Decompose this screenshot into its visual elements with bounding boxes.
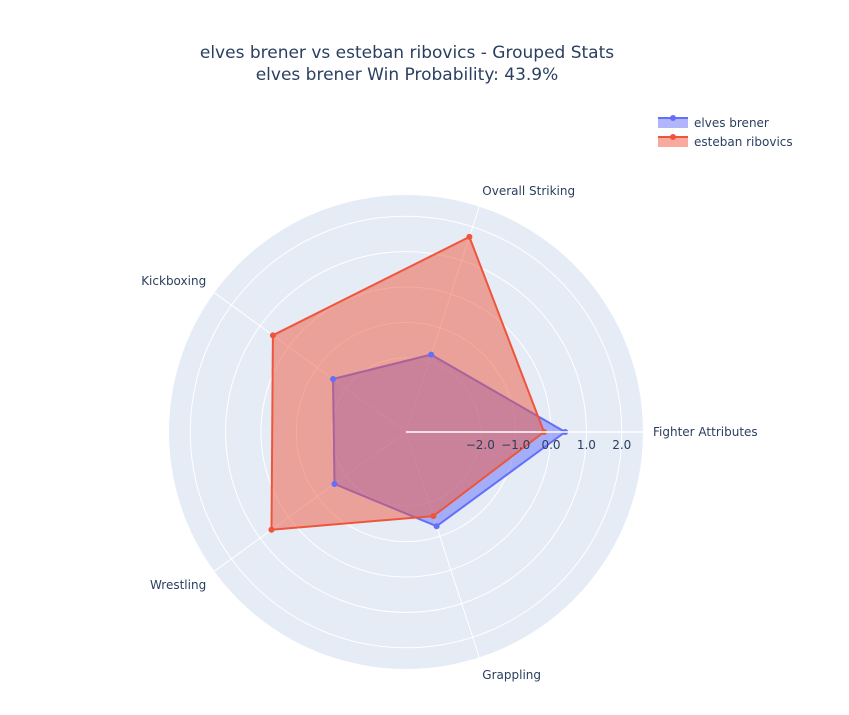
data-point[interactable] [268, 526, 275, 533]
data-point[interactable] [430, 513, 437, 520]
data-point[interactable] [466, 233, 473, 240]
legend-label: elves brener [694, 116, 769, 130]
category-labels: Fighter Attributes Overall Striking Kickbo… [141, 184, 757, 682]
series-layer [268, 233, 569, 533]
legend-marker [670, 134, 676, 140]
legend-swatch [658, 118, 688, 128]
data-point[interactable] [269, 332, 276, 339]
legend[interactable]: elves brener esteban ribovics [658, 115, 793, 149]
legend-marker [670, 115, 676, 121]
radial-tick-label: −1.0 [501, 438, 530, 452]
radial-tick-label: 2.0 [612, 438, 631, 452]
chart-title: elves brener vs esteban ribovics - Group… [200, 43, 614, 63]
category-label: Kickboxing [141, 274, 206, 288]
radial-tick-label: −2.0 [466, 438, 495, 452]
radial-tick-label: 1.0 [577, 438, 596, 452]
series-area-1[interactable] [270, 235, 545, 531]
chart-subtitle: elves brener Win Probability: 43.9% [256, 65, 559, 85]
radial-tick-labels: −2.0 −1.0 0.0 1.0 2.0 [466, 438, 632, 452]
legend-label: esteban ribovics [694, 135, 793, 149]
category-label: Wrestling [150, 578, 206, 592]
radial-tick-label: 0.0 [541, 438, 560, 452]
data-point[interactable] [433, 523, 440, 530]
legend-item[interactable]: esteban ribovics [658, 134, 793, 149]
data-point[interactable] [331, 480, 338, 487]
legend-item[interactable]: elves brener [658, 115, 769, 130]
category-label: Overall Striking [482, 184, 575, 198]
category-label: Grappling [482, 668, 541, 682]
data-point[interactable] [330, 375, 337, 382]
category-label: Fighter Attributes [653, 425, 758, 439]
legend-swatch [658, 137, 688, 147]
data-point[interactable] [428, 351, 435, 358]
